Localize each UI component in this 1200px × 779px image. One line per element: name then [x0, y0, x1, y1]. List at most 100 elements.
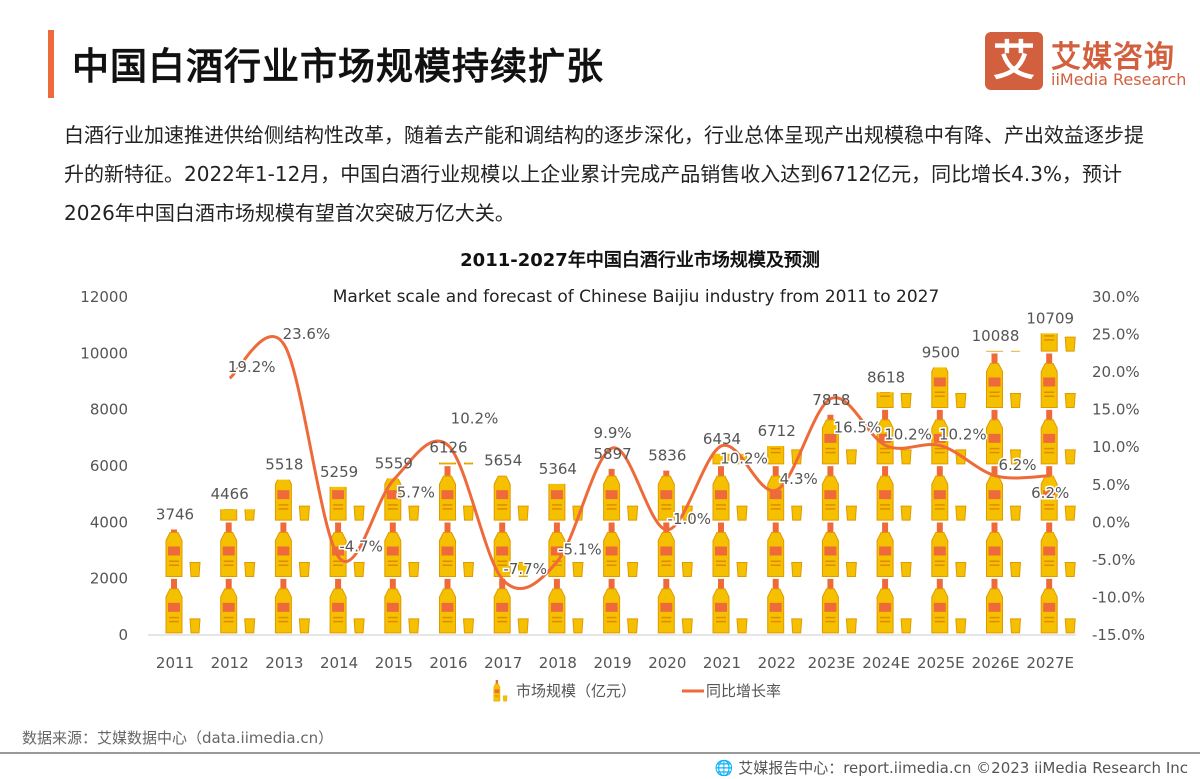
bottle-icon — [931, 466, 967, 521]
bottle-icon — [165, 529, 201, 578]
right-axis-tick: 20.0% — [1092, 363, 1140, 381]
footer-divider — [0, 752, 1200, 754]
bottle-icon — [384, 522, 420, 578]
value-label: 5259 — [320, 463, 358, 481]
right-axis-tick: 25.0% — [1092, 326, 1140, 344]
bar-pictogram — [603, 468, 639, 634]
page-title: 中国白酒行业市场规模持续扩张 — [72, 45, 604, 88]
bottle-icon — [603, 468, 639, 521]
left-axis-tick: 4000 — [90, 513, 128, 531]
logo: 艾 艾媒咨询 iiMedia Research — [985, 32, 1187, 92]
value-label: 5364 — [539, 460, 577, 478]
growth-label: 10.2% — [884, 426, 932, 444]
growth-label: -7.7% — [503, 560, 547, 578]
bottle-icon — [876, 466, 912, 521]
bottle-icon — [876, 522, 912, 578]
bottle-icon — [274, 578, 310, 634]
left-axis-tick: 10000 — [80, 344, 128, 362]
bar-2022 — [767, 445, 803, 634]
value-label: 6712 — [758, 422, 796, 440]
bar-pictogram — [767, 445, 803, 634]
bottle-icon — [821, 522, 857, 578]
bottle-icon — [657, 578, 693, 634]
value-label: 6126 — [429, 438, 467, 456]
bottle-icon — [712, 578, 748, 634]
legend-market-size: 市场规模（亿元） — [516, 682, 636, 700]
bottle-icon — [821, 578, 857, 634]
x-axis-label: 2018 — [539, 654, 577, 672]
value-label: 5518 — [265, 456, 303, 474]
bottle-icon — [657, 522, 693, 578]
logo-en: iiMedia Research — [1051, 70, 1187, 89]
value-label: 7818 — [812, 391, 850, 409]
bar-pictogram — [657, 470, 693, 634]
bar-2017 — [493, 475, 529, 634]
bottle-icon — [821, 466, 857, 521]
growth-label: 10.2% — [939, 426, 987, 444]
x-axis-label: 2014 — [320, 654, 358, 672]
bottle-icon — [985, 578, 1022, 634]
left-axis-tick: 2000 — [90, 570, 128, 588]
value-label: 5654 — [484, 452, 522, 470]
bar-pictogram — [821, 414, 857, 634]
bar-pictogram — [165, 529, 201, 634]
legend-bottle-icon — [493, 680, 508, 702]
logo-cn: 艾媒咨询 — [1051, 40, 1175, 75]
x-axis-label: 2025E — [917, 654, 965, 672]
growth-label: 10.2% — [451, 410, 499, 428]
x-axis-label: 2017 — [484, 654, 522, 672]
bottle-icon — [220, 522, 256, 578]
right-axis-tick: -5.0% — [1092, 551, 1136, 569]
x-axis-label: 2011 — [156, 654, 194, 672]
bottle-icon — [1040, 409, 1076, 465]
bar-2027E — [1040, 333, 1076, 634]
x-axis-label: 2016 — [429, 654, 467, 672]
growth-label: 23.6% — [283, 325, 331, 343]
x-axis-label: 2021 — [703, 654, 741, 672]
right-axis-tick: 30.0% — [1092, 288, 1140, 306]
growth-label: 9.9% — [594, 424, 632, 442]
right-axis-tick: 15.0% — [1092, 401, 1140, 419]
left-axis-tick: 8000 — [90, 401, 128, 419]
growth-label: 10.2% — [720, 450, 768, 468]
bottle-icon — [1040, 353, 1076, 409]
bar-pictogram — [274, 479, 310, 634]
right-axis-tick: -10.0% — [1092, 588, 1145, 606]
value-label: 6434 — [703, 430, 741, 448]
right-axis-tick: -15.0% — [1092, 626, 1145, 644]
value-label: 4466 — [211, 485, 249, 503]
value-label: 5559 — [375, 454, 413, 472]
bottle-icon — [1040, 578, 1076, 634]
growth-label: 6.2% — [1031, 484, 1069, 502]
bottle-icon — [603, 578, 639, 634]
logo-mark: 艾 — [985, 32, 1043, 90]
growth-label: -4.7% — [339, 538, 383, 556]
bottle-icon — [1040, 522, 1076, 578]
bar-2020 — [657, 470, 693, 634]
bar-pictogram — [931, 367, 967, 634]
bar-pictogram — [1040, 333, 1076, 634]
value-label: 8618 — [867, 368, 905, 386]
bottle-icon — [767, 522, 803, 578]
chart-subtitle: Market scale and forecast of Chinese Bai… — [333, 287, 940, 307]
growth-rate-line — [228, 335, 1051, 591]
value-label: 3746 — [156, 505, 194, 523]
x-axis-label: 2026E — [972, 654, 1020, 672]
footer-credit: 🌐 艾媒报告中心：report.iimedia.cn ©2023 iiMedia… — [715, 757, 1188, 778]
growth-label: 4.3% — [780, 470, 818, 488]
legend: 市场规模（亿元） 同比增长率 — [493, 680, 781, 702]
bottle-icon — [274, 522, 310, 578]
bottle-icon — [931, 367, 967, 409]
bar-2025E — [931, 367, 967, 634]
bottle-icon — [329, 578, 365, 634]
bottle-icon — [931, 522, 967, 578]
growth-label: -1.0% — [668, 510, 712, 528]
value-label: 10709 — [1026, 309, 1074, 327]
growth-label: 16.5% — [834, 418, 882, 436]
footer-credit-text: 艾媒报告中心：report.iimedia.cn ©2023 iiMedia R… — [738, 759, 1188, 777]
data-source: 数据来源：艾媒数据中心（data.iimedia.cn） — [22, 729, 334, 747]
bottle-icon — [876, 578, 912, 634]
title-accent-bar — [48, 30, 54, 98]
bar-2024E — [876, 392, 912, 634]
